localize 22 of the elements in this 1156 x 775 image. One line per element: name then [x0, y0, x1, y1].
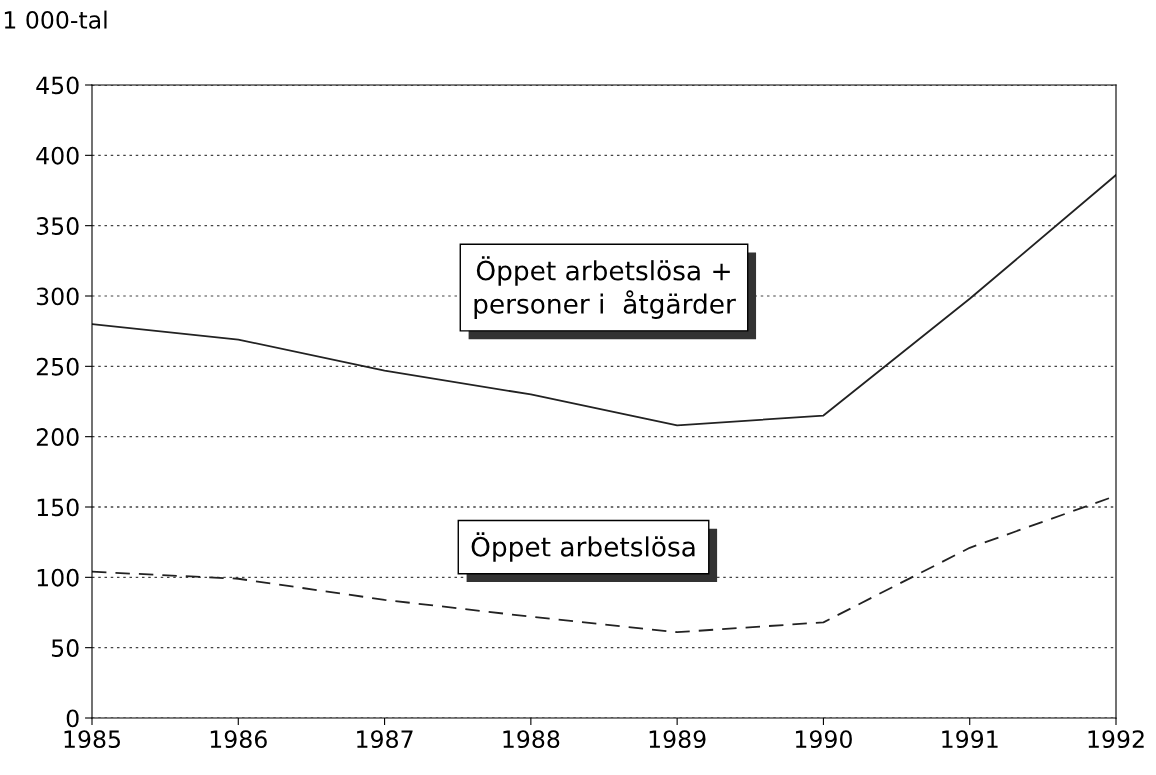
y-tick-label: 450 [36, 76, 79, 95]
y-tick-label: 50 [51, 639, 79, 657]
y-tick-label: 200 [36, 428, 79, 446]
x-tick-label: 1985 [64, 730, 120, 749]
y-tick-label: 0 [66, 709, 79, 728]
y-axis-title: 1 000-tal [4, 10, 107, 29]
series-label: Öppet arbetslösa [471, 532, 695, 562]
y-tick-label: 100 [37, 568, 79, 587]
x-tick-label: 1987 [357, 730, 413, 749]
text: Öppet arbetslösa + personer i åtgärder [474, 256, 736, 319]
x-tick-label: 1992 [1088, 730, 1144, 749]
y-tick-label: 250 [36, 357, 79, 376]
y-tick-label: 350 [36, 217, 79, 235]
y-tick-label: 300 [36, 287, 79, 306]
x-tick-label: 1989 [649, 730, 706, 749]
x-tick-label: 1986 [210, 730, 267, 749]
y-tick-label: 400 [36, 146, 79, 165]
x-tick-label: 1990 [795, 730, 852, 749]
x-tick-label: 1988 [503, 730, 560, 749]
y-tick-label: 150 [37, 498, 79, 517]
x-tick-label: 1991 [942, 730, 998, 749]
line-series [92, 174, 1116, 427]
